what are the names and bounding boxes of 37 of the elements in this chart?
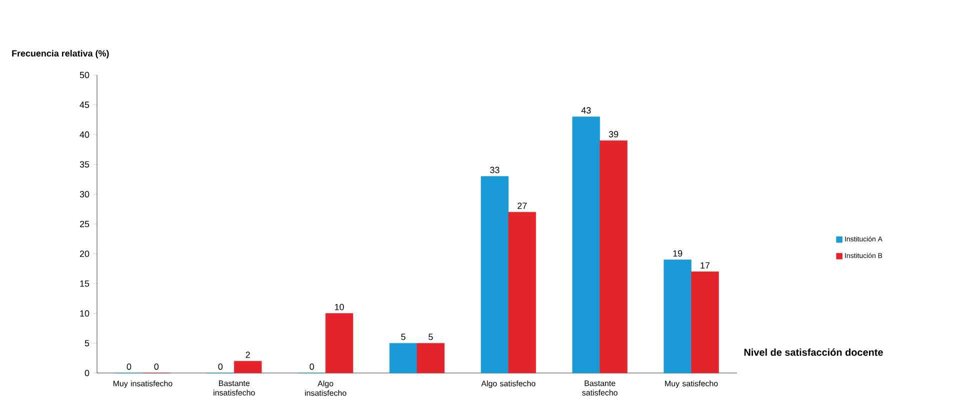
y-tick-label: 35 [80, 161, 90, 168]
y-tick-label: 20 [80, 250, 90, 257]
y-tick-label: 5 [84, 340, 90, 346]
bar [664, 260, 692, 374]
y-tick-label: 10 [80, 310, 90, 317]
bar [416, 343, 445, 374]
y-tick-label: 25 [80, 220, 90, 228]
bar [234, 360, 262, 374]
bar [389, 343, 418, 374]
data-label: 0 [126, 363, 132, 370]
bar [325, 313, 354, 374]
data-label: 27 [518, 202, 527, 209]
y-tick-label: 50 [80, 72, 90, 78]
data-label: 0 [310, 363, 314, 370]
data-label: 43 [581, 107, 591, 114]
data-label: 0 [218, 363, 223, 370]
bar [480, 176, 509, 374]
bar [600, 140, 628, 374]
y-tick-label: 45 [80, 102, 90, 108]
y-tick-label: 30 [80, 191, 90, 198]
data-label: 39 [608, 131, 618, 138]
data-label: 19 [673, 250, 682, 257]
data-label: 33 [490, 166, 500, 174]
data-label: 0 [154, 363, 159, 370]
data-label: 10 [334, 304, 344, 310]
bar [508, 212, 536, 374]
y-tick-label: 40 [80, 131, 90, 138]
data-label: 5 [401, 334, 406, 340]
y-axis-title: Frecuencia relativa (%) [12, 50, 109, 58]
bar [691, 272, 719, 374]
y-tick-label: 15 [80, 280, 90, 287]
bar [572, 116, 600, 374]
data-label: 17 [700, 262, 710, 268]
x-axis-title: Nivel de satisfacción docente [744, 348, 883, 356]
y-tick-label: 0 [84, 370, 90, 376]
data-label: 5 [428, 334, 433, 340]
data-label: 2 [246, 352, 250, 358]
